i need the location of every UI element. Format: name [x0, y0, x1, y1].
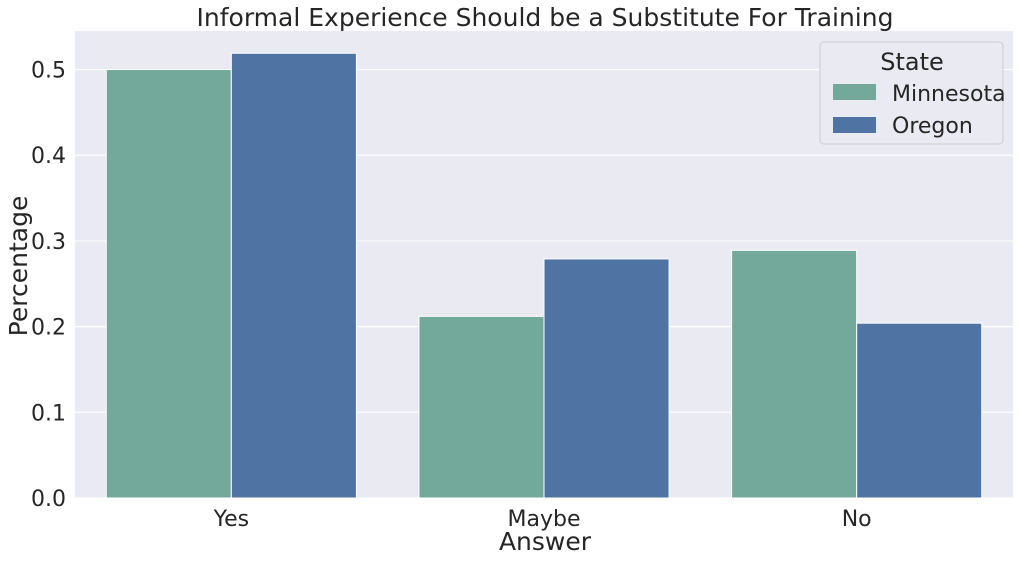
bar-minnesota-yes — [105, 69, 232, 499]
bar-oregon-yes — [230, 52, 357, 499]
legend-label-oregon: Oregon — [892, 114, 973, 139]
y-axis-ticks: 0.0 0.1 0.2 0.3 0.4 0.5 — [31, 59, 66, 512]
bar-minnesota-no — [731, 249, 858, 499]
y-tick-label: 0.3 — [31, 230, 66, 255]
y-axis-label: Percentage — [4, 196, 33, 337]
y-tick-label: 0.5 — [31, 59, 66, 84]
bar-oregon-no — [856, 322, 983, 499]
y-tick-label: 0.2 — [31, 316, 66, 341]
x-axis-ticks: Yes Maybe No — [213, 507, 872, 532]
x-tick-label: No — [842, 507, 872, 532]
legend-swatch-oregon — [833, 117, 876, 133]
legend-swatch-minnesota — [833, 84, 876, 100]
x-tick-label: Maybe — [508, 507, 581, 532]
bars — [105, 52, 983, 499]
chart-title: Informal Experience Should be a Substitu… — [197, 3, 894, 32]
y-tick-label: 0.0 — [31, 487, 66, 512]
x-tick-label: Yes — [213, 507, 250, 532]
y-tick-label: 0.4 — [31, 144, 66, 169]
bar-oregon-maybe — [543, 258, 670, 499]
legend: State Minnesota Oregon — [819, 41, 1006, 145]
legend-title: State — [880, 48, 944, 76]
bar-minnesota-maybe — [418, 315, 545, 499]
legend-label-minnesota: Minnesota — [892, 82, 1006, 107]
y-tick-label: 0.1 — [31, 401, 66, 426]
x-axis-label: Answer — [499, 527, 592, 556]
